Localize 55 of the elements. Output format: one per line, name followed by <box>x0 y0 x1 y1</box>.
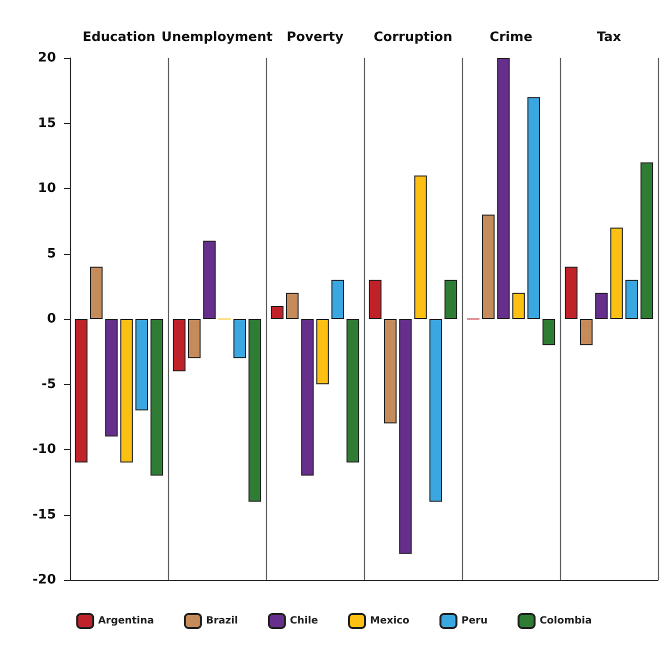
bar <box>346 319 360 463</box>
bar <box>527 97 540 319</box>
bar <box>444 280 458 319</box>
bar <box>90 266 103 319</box>
bar <box>286 292 299 319</box>
bar <box>542 319 556 346</box>
bar <box>188 319 201 358</box>
bar <box>368 280 382 319</box>
bar <box>150 319 164 476</box>
legend-label: Colombia <box>540 616 592 626</box>
bar <box>564 266 578 319</box>
bar <box>610 228 623 319</box>
bar <box>172 319 186 372</box>
y-tick-label: 5 <box>46 246 56 262</box>
bar <box>384 319 397 424</box>
bar <box>105 319 118 436</box>
bar <box>74 319 88 463</box>
bar <box>625 280 638 319</box>
x-tick-label: Unemployment <box>161 30 273 45</box>
x-tick-label: Education <box>82 30 156 45</box>
bar <box>512 292 525 319</box>
bar <box>248 319 262 502</box>
legend-label: Mexico <box>370 616 410 626</box>
bar <box>429 319 442 502</box>
bar <box>399 319 412 554</box>
bar <box>135 319 148 410</box>
x-tick-label: Poverty <box>286 30 344 45</box>
y-tick-label: -10 <box>32 442 56 457</box>
bar <box>595 292 608 319</box>
bar <box>233 319 246 358</box>
y-tick-label: 20 <box>38 50 56 66</box>
legend-label: Argentina <box>98 616 154 626</box>
x-tick-label: Tax <box>596 30 622 45</box>
bar <box>270 306 284 319</box>
bar <box>497 58 510 319</box>
bar <box>482 214 495 319</box>
y-tick-label: -5 <box>42 376 56 392</box>
y-tick-label: -20 <box>32 572 56 588</box>
legend-label: Peru <box>461 616 488 626</box>
bar <box>316 319 329 384</box>
x-tick-label: Corruption <box>374 30 452 45</box>
y-tick-label: -15 <box>32 507 56 522</box>
x-tick-label: Crime <box>490 30 533 45</box>
legend-label: Brazil <box>206 616 238 626</box>
bar <box>414 175 427 319</box>
y-tick-label: 0 <box>46 312 56 326</box>
bar <box>301 319 314 476</box>
y-tick-label: 10 <box>38 181 56 196</box>
y-tick-label: 15 <box>38 116 56 131</box>
bar <box>203 240 216 319</box>
legend-label: Chile <box>290 616 318 626</box>
bar <box>120 319 133 463</box>
bar <box>640 162 654 319</box>
bar <box>580 319 593 346</box>
bar <box>331 280 344 319</box>
